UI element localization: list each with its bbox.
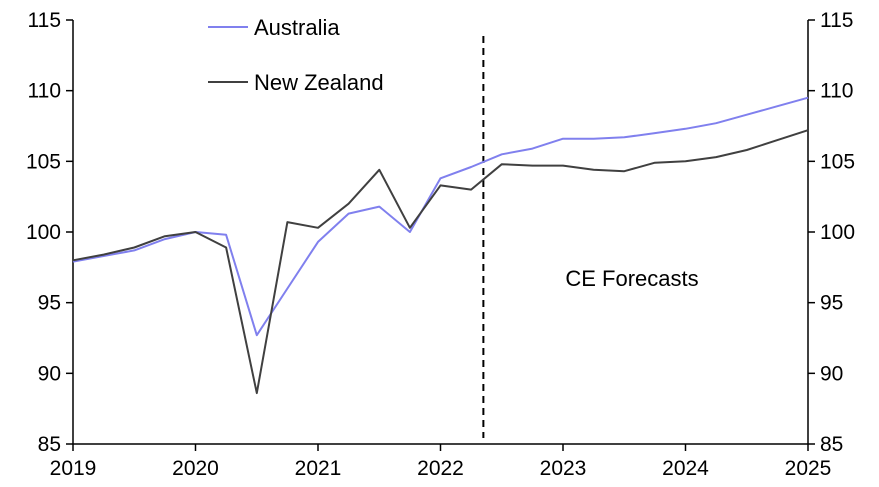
left-y-tick-label-100: 100 <box>26 221 61 244</box>
series-line-new-zealand <box>72 129 809 395</box>
x-tick-label-2021: 2021 <box>295 457 342 480</box>
right-y-tick-label-110: 110 <box>820 80 853 103</box>
x-tick-label-2024: 2024 <box>662 457 709 480</box>
x-tick-label-2025: 2025 <box>785 457 832 480</box>
forecast-annotation: CE Forecasts <box>565 266 698 291</box>
right-y-tick-label-95: 95 <box>820 292 843 315</box>
series-line-australia <box>72 96 809 337</box>
tick-marks <box>66 19 815 451</box>
legend-label-australia: Australia <box>254 15 340 40</box>
tick-labels: 2019 2020 2021 2022 2023 2024 2025859095100105… <box>26 9 855 480</box>
right-y-tick-label-100: 100 <box>820 221 855 244</box>
x-tick-label-2023: 2023 <box>540 457 587 480</box>
left-y-tick-label-115: 115 <box>28 9 61 32</box>
left-y-tick-label-110: 110 <box>28 80 61 103</box>
right-y-tick-label-115: 115 <box>820 9 853 32</box>
left-y-tick-label-95: 95 <box>38 292 61 315</box>
right-y-tick-label-105: 105 <box>820 150 855 173</box>
series-lines <box>72 96 809 395</box>
left-y-tick-label-105: 105 <box>26 150 61 173</box>
x-tick-label-2022: 2022 <box>417 457 464 480</box>
right-y-tick-label-85: 85 <box>820 433 843 456</box>
x-tick-label-2019: 2019 <box>50 457 97 480</box>
left-y-tick-label-85: 85 <box>38 433 61 456</box>
x-tick-label-2020: 2020 <box>172 457 219 480</box>
legend: Australia New Zealand <box>208 15 384 95</box>
axes <box>72 20 809 445</box>
left-y-tick-label-90: 90 <box>38 362 61 385</box>
legend-label-new-zealand: New Zealand <box>254 70 384 95</box>
right-y-tick-label-90: 90 <box>820 362 843 385</box>
